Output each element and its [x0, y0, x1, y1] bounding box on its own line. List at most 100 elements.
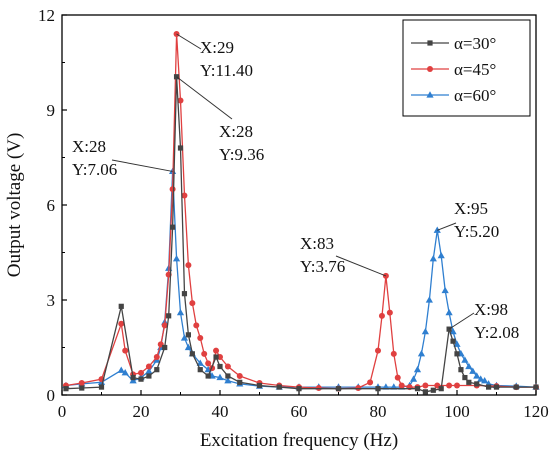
data-point — [465, 362, 473, 370]
data-point — [335, 386, 342, 392]
annotation-label: X:28 — [219, 122, 253, 141]
data-point — [181, 192, 188, 199]
x-tick-label: 120 — [523, 402, 549, 421]
legend-item: α=45° — [411, 60, 496, 79]
data-point — [458, 367, 464, 373]
data-point — [477, 375, 485, 382]
data-point — [481, 376, 489, 384]
y-tick-label: 6 — [47, 196, 56, 215]
annotation-label: X:83 — [300, 234, 334, 253]
data-point — [196, 359, 204, 366]
data-point — [118, 320, 125, 327]
annotation: X:95 Y:5.20 — [437, 199, 499, 241]
data-point — [367, 379, 374, 386]
data-point — [445, 308, 453, 316]
x-tick-label: 100 — [444, 402, 470, 421]
data-point — [176, 308, 185, 316]
data-point — [533, 384, 539, 390]
series-layer — [62, 31, 540, 395]
annotation-label: Y:3.76 — [300, 257, 345, 276]
legend-label: α=30° — [454, 34, 496, 53]
x-tick-label: 0 — [58, 402, 67, 421]
data-point — [493, 384, 500, 390]
x-tick-label: 40 — [212, 402, 229, 421]
data-point — [433, 226, 441, 233]
y-tick-label: 3 — [47, 291, 56, 310]
data-point — [205, 373, 211, 379]
data-point — [185, 262, 192, 269]
legend-item: α=30° — [411, 34, 496, 53]
legend-marker — [427, 40, 433, 46]
data-point — [185, 332, 191, 338]
legend-marker — [427, 66, 433, 72]
annotation-leader-line — [448, 312, 475, 330]
data-point — [256, 382, 263, 389]
annotation-label: X:29 — [200, 38, 234, 57]
annotation-label: X:95 — [454, 199, 488, 218]
data-point — [154, 367, 160, 373]
data-point — [394, 374, 401, 381]
data-point — [172, 255, 181, 262]
data-point — [170, 224, 176, 230]
data-point — [166, 313, 172, 319]
annotation: X:28 Y:9.36 — [176, 76, 264, 164]
x-tick-label: 20 — [133, 402, 150, 421]
data-point — [315, 385, 322, 392]
annotation-label: Y:5.20 — [454, 222, 499, 241]
data-point — [236, 373, 243, 379]
data-point — [454, 351, 460, 357]
data-point — [162, 344, 168, 351]
data-point — [414, 386, 421, 392]
annotation-leader-line — [176, 33, 202, 50]
data-point — [398, 382, 405, 389]
data-point — [421, 327, 429, 335]
y-axis-title: Output voltage (V) — [4, 133, 25, 278]
y-tick-label: 12 — [38, 6, 55, 25]
data-point — [409, 375, 418, 382]
data-point — [161, 322, 168, 329]
legend-marker — [426, 91, 434, 98]
data-point — [118, 303, 124, 309]
data-point — [513, 384, 519, 390]
data-point — [422, 389, 428, 395]
data-point — [224, 363, 231, 370]
x-axis-title: Excitation frequency (Hz) — [200, 430, 398, 451]
data-point — [78, 379, 85, 386]
data-point — [173, 74, 180, 80]
annotation-label: X:28 — [72, 137, 106, 156]
data-point — [201, 350, 208, 357]
annotation-leader-line — [335, 255, 387, 277]
annotation-leader-line — [111, 159, 173, 172]
data-point — [446, 382, 453, 389]
axis-ticks: 0 20 40 60 80 100 120 0 3 6 9 12 — [38, 6, 549, 421]
y-tick-label: 9 — [47, 101, 56, 120]
data-point — [422, 382, 429, 389]
data-point — [237, 379, 243, 385]
data-point — [425, 296, 433, 303]
data-point — [189, 351, 195, 357]
data-point — [79, 385, 85, 391]
data-point — [469, 367, 477, 374]
data-point — [146, 373, 152, 379]
data-point — [145, 367, 153, 374]
legend-item: α=60° — [411, 86, 496, 105]
data-point — [117, 366, 125, 373]
legend-box — [402, 19, 531, 117]
data-point — [276, 384, 282, 390]
data-point — [449, 327, 457, 335]
data-point — [122, 347, 129, 354]
data-point — [205, 360, 212, 367]
annotation: X:98 Y:2.08 — [448, 300, 519, 342]
legend-label: α=45° — [454, 60, 496, 79]
data-point — [138, 369, 144, 376]
data-point — [413, 365, 422, 373]
y-tick-label: 0 — [47, 386, 56, 405]
data-point — [375, 347, 381, 354]
data-point — [177, 145, 184, 151]
annotation-leader-line — [176, 76, 233, 120]
data-point — [461, 356, 469, 363]
legend: α=30° α=45° α=60° — [402, 19, 531, 117]
annotation-label: Y:2.08 — [474, 323, 519, 342]
data-point — [213, 347, 220, 354]
